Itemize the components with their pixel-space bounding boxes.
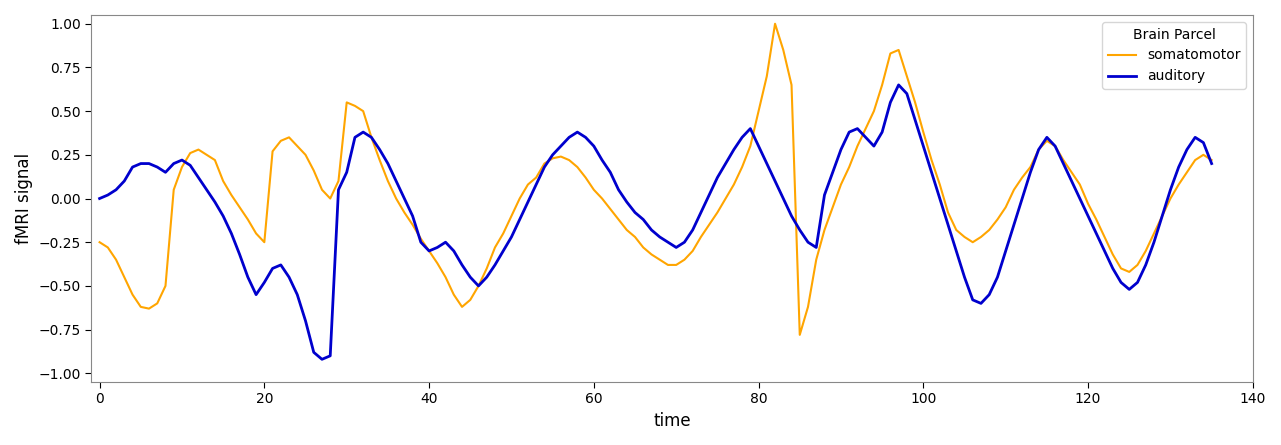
auditory xyxy=(92,196,108,201)
X-axis label: time: time xyxy=(653,412,690,430)
Y-axis label: fMRI signal: fMRI signal xyxy=(15,153,33,244)
Legend: somatomotor, auditory: somatomotor, auditory xyxy=(1103,22,1246,89)
somatomotor xyxy=(1154,213,1170,218)
somatomotor xyxy=(1022,164,1038,170)
somatomotor xyxy=(1015,175,1030,180)
auditory xyxy=(224,231,240,236)
auditory xyxy=(890,82,906,88)
Line: somatomotor: somatomotor xyxy=(100,24,1212,335)
somatomotor xyxy=(792,332,807,337)
auditory xyxy=(1154,213,1170,218)
auditory xyxy=(1007,222,1022,227)
somatomotor xyxy=(1007,187,1022,192)
somatomotor xyxy=(92,239,108,245)
auditory xyxy=(1015,196,1030,201)
somatomotor xyxy=(520,182,535,187)
auditory xyxy=(314,356,329,362)
auditory xyxy=(1022,170,1038,175)
somatomotor xyxy=(767,21,783,26)
auditory xyxy=(1204,161,1220,166)
Line: auditory: auditory xyxy=(100,85,1212,359)
somatomotor xyxy=(1204,158,1220,163)
auditory xyxy=(529,182,544,187)
somatomotor xyxy=(224,192,240,198)
